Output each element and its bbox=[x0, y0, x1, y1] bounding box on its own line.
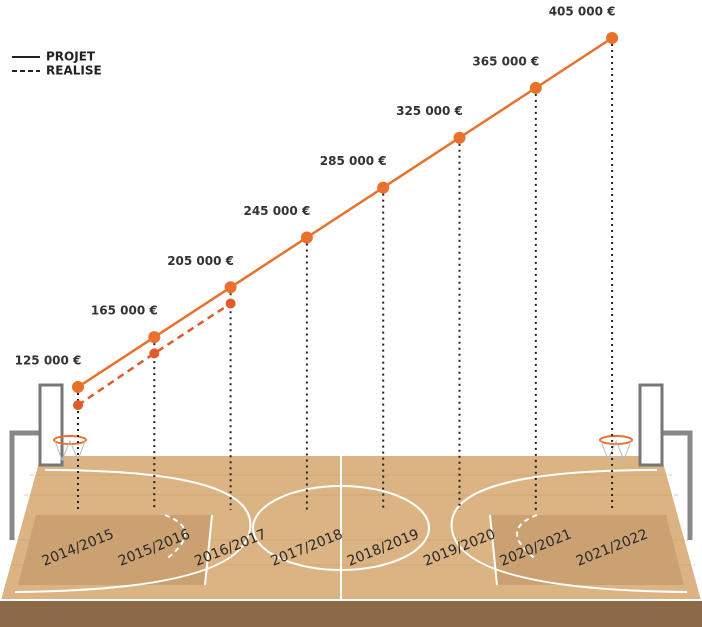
point bbox=[148, 331, 160, 343]
point bbox=[72, 381, 84, 393]
court bbox=[0, 385, 702, 627]
legend-label: REALISE bbox=[46, 64, 102, 78]
legend-label: PROJET bbox=[46, 50, 96, 64]
point bbox=[301, 231, 313, 243]
point bbox=[377, 182, 389, 194]
value-label: 325 000 € bbox=[396, 104, 463, 118]
point bbox=[226, 299, 236, 309]
point bbox=[225, 281, 237, 293]
value-label: 245 000 € bbox=[243, 204, 310, 218]
value-label: 205 000 € bbox=[167, 254, 234, 268]
value-label: 125 000 € bbox=[15, 354, 82, 368]
point bbox=[454, 132, 466, 144]
point bbox=[73, 400, 83, 410]
value-label: 165 000 € bbox=[91, 304, 158, 318]
point bbox=[530, 82, 542, 94]
point bbox=[149, 348, 159, 358]
chart: PROJET REALISE 2014/20152015/20162016/20… bbox=[0, 0, 702, 627]
legend: PROJET REALISE bbox=[12, 50, 102, 78]
value-label: 285 000 € bbox=[320, 154, 387, 168]
value-label: 365 000 € bbox=[472, 54, 539, 68]
value-label: 405 000 € bbox=[549, 4, 616, 18]
point bbox=[606, 32, 618, 44]
